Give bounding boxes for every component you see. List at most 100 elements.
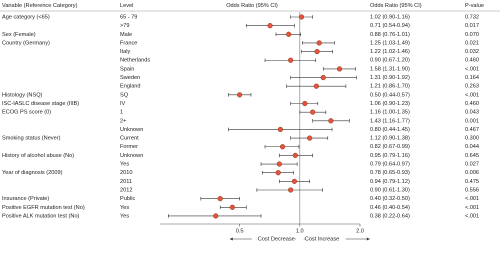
x-tick-label: 2.0 <box>356 228 364 234</box>
p-value-label: <.001 <box>465 196 479 202</box>
odds-ratio-label: 0.78 (0.65-0.93) <box>370 170 410 176</box>
odds-ratio-label: 1.16 (1.00-1.35) <box>370 110 410 116</box>
odds-ratio-point <box>302 100 308 107</box>
odds-ratio-point <box>236 92 243 98</box>
annotation-bg-left <box>251 235 295 243</box>
level-label: 1 <box>120 110 123 116</box>
arrow-head <box>229 237 233 241</box>
variable-label: Sex (Female) <box>2 32 36 38</box>
odds-ratio-label: 0.94 (0.79-1.12) <box>370 179 410 185</box>
odds-ratio-label: 1.31 (0.90-1.92) <box>370 75 410 81</box>
level-label: Current <box>120 136 139 142</box>
odds-ratio-point <box>288 57 294 63</box>
p-value-label: 0.043 <box>465 110 479 116</box>
p-value-label: 0.556 <box>465 187 479 193</box>
variable-label: Positive EGFR mutation test (No) <box>2 205 85 211</box>
odds-ratio-point <box>298 14 305 20</box>
odds-ratio-label: 0.79 (0.64-0.97) <box>370 162 410 168</box>
p-value-label: 0.070 <box>465 32 479 38</box>
odds-ratio-point <box>288 187 294 193</box>
p-value-label: <.001 <box>465 213 479 219</box>
level-label: IV <box>120 101 126 107</box>
level-label: >79 <box>120 23 130 29</box>
odds-ratio-point <box>320 74 326 81</box>
odds-ratio-label: 0.90 (0.67-1.20) <box>370 58 410 64</box>
odds-ratio-label: 1.22 (1.02-1.46) <box>370 49 410 55</box>
level-label: Yes <box>120 205 129 211</box>
level-label: Public <box>120 196 135 202</box>
odds-ratio-point <box>217 196 223 202</box>
column-header: Level <box>120 3 133 9</box>
variable-label: Histology (NSQ) <box>2 92 43 98</box>
level-label: Former <box>120 144 138 150</box>
column-header: P-value <box>465 3 484 9</box>
level-label: Yes <box>120 162 129 168</box>
level-label: Unknown <box>120 127 143 133</box>
p-value-label: <.001 <box>465 66 479 72</box>
odds-ratio-point <box>291 178 298 184</box>
p-value-label: <.001 <box>465 92 479 98</box>
p-value-label: 0.017 <box>465 23 479 29</box>
odds-ratio-point <box>279 144 286 150</box>
odds-ratio-label: 1.25 (1.03-1.49) <box>370 40 410 46</box>
column-header: Odds Ratio (95% CI) <box>370 3 422 9</box>
odds-ratio-point <box>286 31 292 37</box>
p-value-label: 0.460 <box>465 101 479 107</box>
level-label: Sweden <box>120 75 140 81</box>
odds-ratio-label: 0.40 (0.32-0.50) <box>370 196 410 202</box>
column-header: Variable (Reference Category) <box>2 3 78 9</box>
odds-ratio-point <box>328 118 334 124</box>
variable-label: Insurance (Private) <box>2 196 49 202</box>
odds-ratio-point <box>277 126 284 133</box>
odds-ratio-point <box>267 23 273 29</box>
p-value-label: 0.027 <box>465 162 479 168</box>
level-label: England <box>120 84 141 90</box>
odds-ratio-label: 1.12 (0.90-1.38) <box>370 136 410 142</box>
level-label: Unknown <box>120 153 143 159</box>
odds-ratio-point <box>307 135 313 141</box>
odds-ratio-point <box>310 109 316 115</box>
level-label: Yes <box>120 213 129 219</box>
variable-label: Smoking status (Never) <box>2 136 61 142</box>
variable-label: Positive ALK mutation test (No) <box>2 213 80 219</box>
odds-ratio-label: 1.06 (0.90-1.23) <box>370 101 410 107</box>
variable-label: ECOG PS score (0) <box>2 110 51 116</box>
odds-ratio-label: 0.38 (0.22-0.64) <box>370 213 410 219</box>
variable-label: Year of diagnosis (2009) <box>2 170 63 176</box>
p-value-label: 0.645 <box>465 153 479 159</box>
level-label: 2+ <box>120 118 126 124</box>
x-tick-label: 1.0 <box>296 228 304 234</box>
odds-ratio-label: 0.88 (0.76-1.01) <box>370 32 410 38</box>
x-tick-label: 0.5 <box>236 228 244 234</box>
odds-ratio-label: 0.50 (0.44-0.57) <box>370 92 410 98</box>
annotation-bg-right <box>304 235 346 243</box>
odds-ratio-label: 0.80 (0.44-1.45) <box>370 127 410 133</box>
level-label: SQ <box>120 92 129 98</box>
odds-ratio-label: 0.82 (0.67-0.99) <box>370 144 410 150</box>
odds-ratio-point <box>213 213 219 219</box>
level-label: 2012 <box>120 187 132 193</box>
level-label: 2011 <box>120 179 132 185</box>
p-value-label: 0.467 <box>465 127 479 133</box>
p-value-label: 0.300 <box>465 136 479 142</box>
odds-ratio-label: 0.71 (0.54-0.94) <box>370 23 410 29</box>
column-header: Odds Ratio (95% CI) <box>226 3 278 9</box>
p-value-label: 0.044 <box>465 144 479 150</box>
odds-ratio-label: 1.02 (0.90-1.16) <box>370 14 410 20</box>
arrow-head <box>366 237 370 241</box>
p-value-label: 0.263 <box>465 84 479 90</box>
variable-label: ISC-IASLC disease stage (IIIB) <box>2 101 79 107</box>
odds-ratio-label: 0.90 (0.61-1.30) <box>370 187 410 193</box>
p-value-label: 0.460 <box>465 58 479 64</box>
p-value-label: 0.032 <box>465 49 479 55</box>
p-value-label: 0.001 <box>465 118 479 124</box>
annotation: Cost Decrease <box>258 236 295 242</box>
variable-label: History of alcohol abuse (No) <box>2 153 74 159</box>
level-label: Italy <box>120 49 130 55</box>
odds-ratio-point <box>313 83 319 89</box>
annotation: Cost Increase <box>305 236 340 242</box>
odds-ratio-label: 0.95 (0.79-1.16) <box>370 153 410 159</box>
p-value-label: 0.164 <box>465 75 479 81</box>
